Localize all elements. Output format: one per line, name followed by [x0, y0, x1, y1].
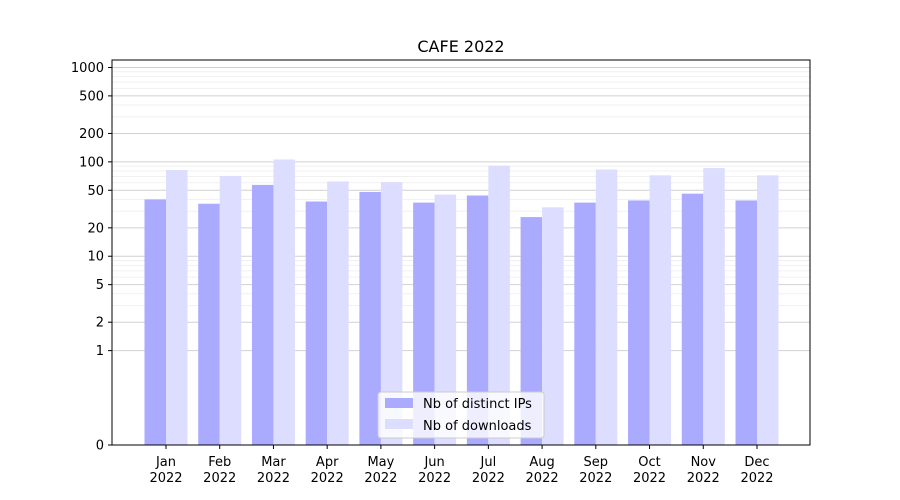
bar-distinct-ips [628, 200, 650, 445]
y-tick-label: 1 [96, 344, 104, 359]
legend-swatch-downloads [385, 419, 413, 429]
x-tick-label-year: 2022 [579, 471, 612, 486]
y-tick-label: 1000 [71, 61, 104, 76]
legend-frame [377, 391, 545, 439]
legend-label-distinct-ips: Nb of distinct IPs [423, 397, 532, 412]
bar-downloads [757, 175, 779, 446]
x-tick-label-year: 2022 [526, 471, 559, 486]
bar-distinct-ips [305, 201, 328, 445]
x-tick-label-year: 2022 [418, 471, 451, 486]
bar-distinct-ips [198, 203, 220, 445]
y-tick-label: 2 [96, 316, 104, 331]
x-tick-label-month: Jul [480, 455, 497, 470]
x-tick-label-month: Feb [208, 455, 231, 470]
x-tick-label-year: 2022 [633, 471, 666, 486]
x-tick-label-month: Aug [529, 455, 554, 470]
bar-downloads [703, 168, 725, 445]
x-tick-label-month: Nov [691, 455, 717, 470]
bar-downloads [273, 159, 295, 445]
bar-distinct-ips [681, 193, 704, 445]
chart-title: CAFE 2022 [417, 37, 504, 56]
x-tick-label-month: Mar [261, 455, 286, 470]
bar-distinct-ips [520, 217, 543, 445]
x-tick-label-year: 2022 [149, 471, 182, 486]
bar-downloads [649, 175, 672, 446]
bar-downloads [595, 169, 618, 445]
x-tick-label-year: 2022 [257, 471, 290, 486]
x-tick-label-month: Dec [744, 455, 769, 470]
x-tick-label-month: Jan [155, 455, 176, 470]
x-tick-label-year: 2022 [740, 471, 773, 486]
legend-swatch-distinct-ips [385, 398, 413, 408]
legend: Nb of distinct IPs Nb of downloads [377, 391, 545, 439]
bar-downloads [380, 182, 403, 445]
y-tick-label: 500 [79, 89, 104, 104]
bar-distinct-ips [574, 202, 596, 445]
y-tick-label: 20 [87, 221, 104, 236]
y-tick-label: 0 [96, 439, 104, 454]
y-tick-label: 50 [87, 184, 104, 199]
x-tick-label-year: 2022 [203, 471, 236, 486]
bars [144, 159, 779, 446]
y-tick-label: 200 [79, 127, 104, 142]
y-tick-label: 10 [87, 250, 104, 265]
bar-distinct-ips [466, 195, 489, 445]
y-tick-label: 5 [96, 278, 104, 293]
bar-downloads [542, 207, 564, 445]
bar-downloads [166, 169, 188, 446]
bar-distinct-ips [251, 184, 274, 446]
x-tick-label-month: Sep [584, 455, 609, 470]
bar-distinct-ips [413, 202, 435, 445]
y-axis: 0 1 2 5 10 20 50 100 200 500 1000 [71, 61, 112, 454]
x-axis: Jan2022Feb2022Mar2022Apr2022May2022Jun20… [149, 445, 774, 486]
x-tick-label-month: Jun [423, 455, 444, 470]
x-tick-label-year: 2022 [687, 471, 720, 486]
bar-downloads [488, 165, 510, 445]
x-tick-label-year: 2022 [472, 471, 505, 486]
bar-distinct-ips [359, 191, 381, 445]
x-tick-label-year: 2022 [364, 471, 397, 486]
bar-distinct-ips [735, 200, 757, 445]
legend-label-downloads: Nb of downloads [423, 419, 532, 434]
bar-downloads [219, 175, 242, 445]
bar-downloads [327, 181, 349, 445]
bar-downloads [434, 194, 457, 445]
y-tick-label: 100 [79, 155, 104, 170]
bar-distinct-ips [144, 199, 166, 445]
x-tick-label-month: May [367, 455, 394, 470]
x-tick-label-year: 2022 [311, 471, 344, 486]
plot-frame [111, 59, 811, 446]
x-tick-label-month: Oct [638, 455, 660, 470]
x-tick-label-month: Apr [316, 455, 339, 470]
